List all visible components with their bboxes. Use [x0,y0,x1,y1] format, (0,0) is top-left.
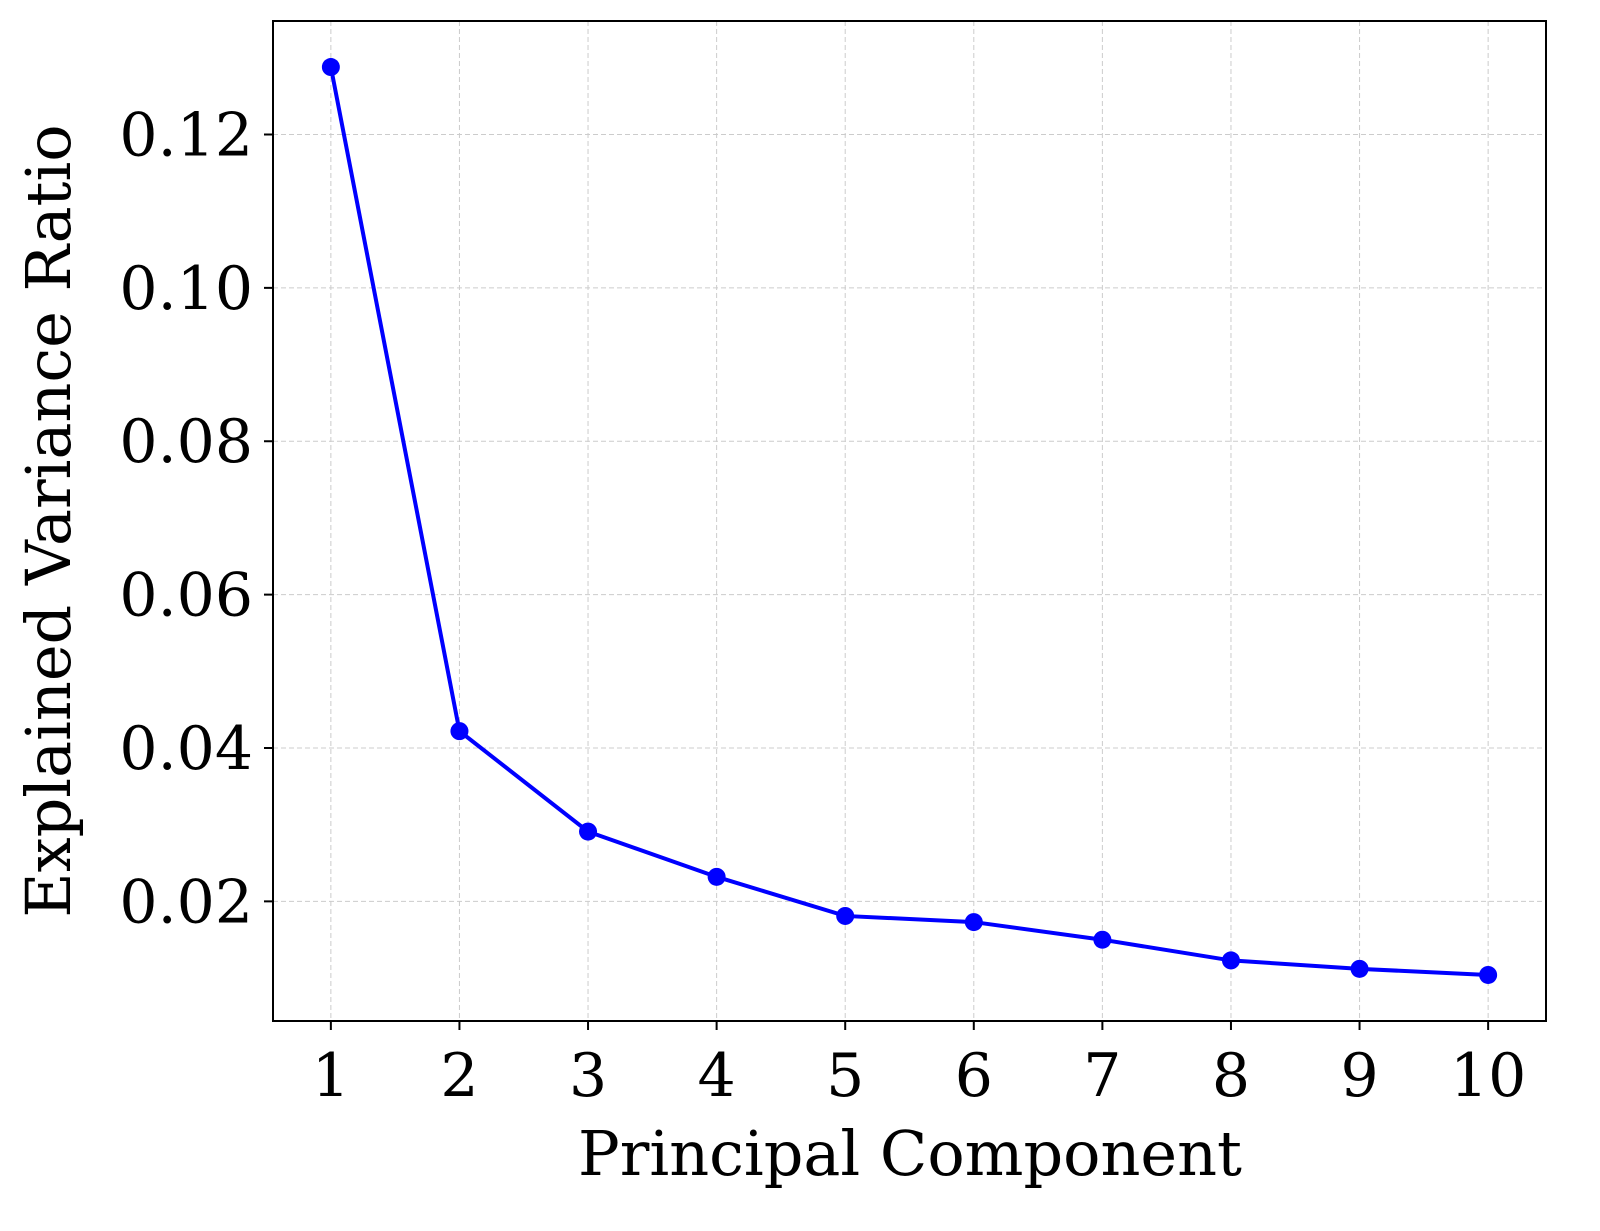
data-point [836,906,855,925]
x-tick-label: 6 [955,1041,993,1111]
data-point [1093,930,1112,949]
x-tick-label: 1 [312,1041,350,1111]
data-point [450,722,469,741]
x-tick-label: 7 [1083,1041,1121,1111]
grid [273,21,1546,1021]
data-point [1350,959,1369,978]
data-point [707,867,726,886]
data-point [579,822,598,841]
y-tick-label: 0.10 [119,254,253,324]
x-ticks: 1 2 3 4 5 6 7 8 9 10 [312,1021,1526,1111]
plot-frame [272,20,1547,1022]
data-point [1479,965,1498,984]
x-tick-label: 2 [440,1041,478,1111]
y-tick-label: 0.02 [119,867,253,937]
y-tick-label: 0.04 [119,714,253,784]
data-point [321,58,340,77]
x-tick-label: 3 [569,1041,607,1111]
data-point [1221,951,1240,970]
y-axis-label: Explained Variance Ratio [12,124,85,917]
x-tick-label: 9 [1340,1041,1378,1111]
y-tick-label: 0.06 [119,561,253,631]
data-point [964,913,983,932]
y-tick-label: 0.08 [119,407,253,477]
y-ticks: 0.02 0.04 0.06 0.08 0.10 0.12 [119,100,273,937]
x-tick-label: 4 [698,1041,736,1111]
y-tick-label: 0.12 [119,100,253,170]
series-line [328,66,1489,977]
x-tick-label: 5 [826,1041,864,1111]
series [321,58,1498,984]
x-axis-label: Principal Component [578,1117,1242,1190]
x-tick-label: 8 [1212,1041,1250,1111]
x-tick-label: 10 [1450,1041,1526,1111]
